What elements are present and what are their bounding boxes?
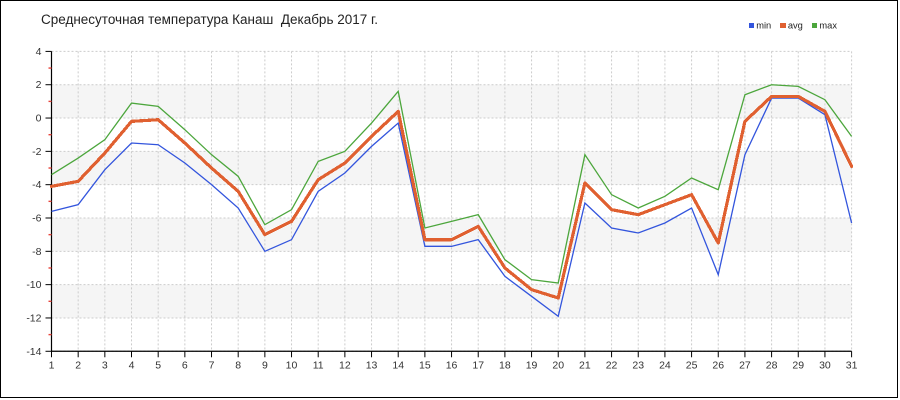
svg-text:18: 18 xyxy=(499,359,511,371)
svg-text:22: 22 xyxy=(606,359,618,371)
svg-text:2: 2 xyxy=(75,359,81,371)
svg-text:19: 19 xyxy=(526,359,538,371)
svg-text:-8: -8 xyxy=(32,246,41,258)
svg-text:-12: -12 xyxy=(26,312,41,324)
svg-text:11: 11 xyxy=(313,359,324,371)
svg-text:15: 15 xyxy=(419,359,431,371)
svg-text:27: 27 xyxy=(739,359,751,371)
svg-text:23: 23 xyxy=(632,359,644,371)
svg-text:6: 6 xyxy=(182,359,188,371)
svg-text:16: 16 xyxy=(446,359,458,371)
svg-text:31: 31 xyxy=(846,359,858,371)
svg-text:29: 29 xyxy=(792,359,804,371)
svg-text:-14: -14 xyxy=(26,346,41,358)
svg-text:7: 7 xyxy=(209,359,215,371)
svg-text:28: 28 xyxy=(766,359,778,371)
svg-text:25: 25 xyxy=(686,359,698,371)
svg-text:4: 4 xyxy=(129,359,135,371)
svg-text:3: 3 xyxy=(102,359,108,371)
svg-text:2: 2 xyxy=(36,79,42,91)
svg-text:13: 13 xyxy=(366,359,378,371)
svg-text:30: 30 xyxy=(819,359,831,371)
svg-text:24: 24 xyxy=(659,359,671,371)
svg-text:1: 1 xyxy=(49,359,55,371)
svg-text:21: 21 xyxy=(579,359,591,371)
svg-text:17: 17 xyxy=(472,359,484,371)
svg-text:4: 4 xyxy=(36,46,42,58)
svg-text:-6: -6 xyxy=(32,213,41,225)
svg-text:-10: -10 xyxy=(26,279,41,291)
svg-text:20: 20 xyxy=(552,359,564,371)
svg-text:26: 26 xyxy=(712,359,724,371)
svg-text:12: 12 xyxy=(339,359,351,371)
svg-text:9: 9 xyxy=(262,359,268,371)
svg-text:-4: -4 xyxy=(32,179,41,191)
svg-text:10: 10 xyxy=(286,359,298,371)
svg-text:-2: -2 xyxy=(32,146,41,158)
svg-text:0: 0 xyxy=(36,113,42,125)
svg-text:8: 8 xyxy=(235,359,241,371)
svg-text:14: 14 xyxy=(392,359,404,371)
svg-text:5: 5 xyxy=(155,359,161,371)
